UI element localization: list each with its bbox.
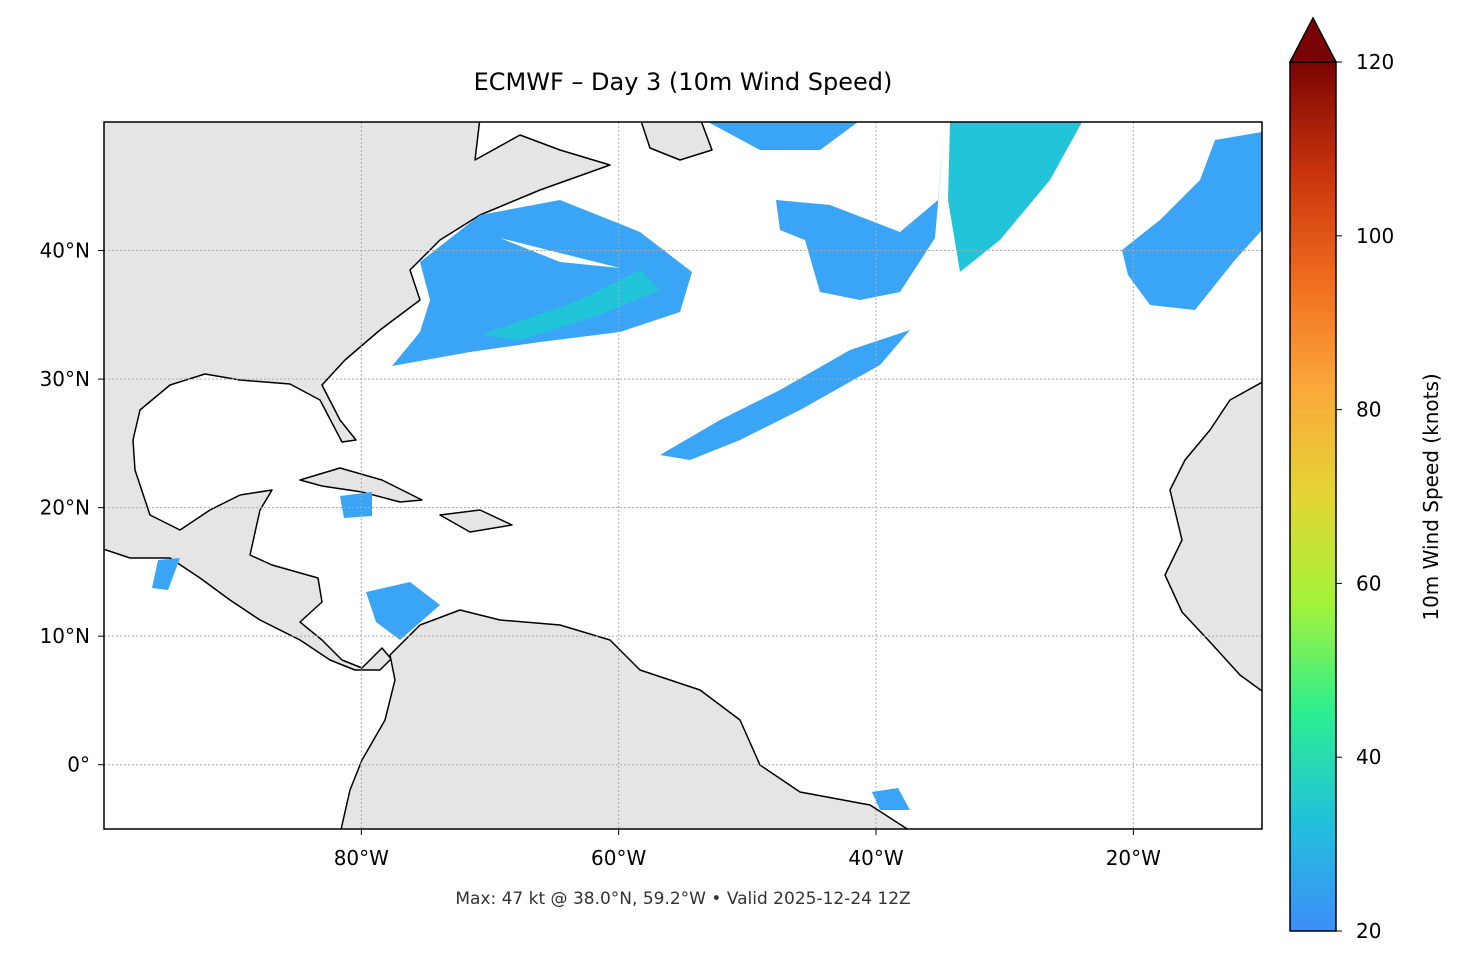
north-america [104,122,611,671]
colorbar-frame [1289,61,1337,932]
wind-area [660,330,910,460]
y-tick-label: 40°N [40,239,90,263]
map-frame [103,121,1263,830]
wind-area [872,788,910,810]
x-tick-label: 60°W [591,846,646,870]
x-tick-label: 20°W [1106,846,1161,870]
wind-area [776,132,944,300]
gridlines [104,122,1262,829]
colorbar-label: 10m Wind Speed (knots) [1419,373,1443,620]
wind-area [480,270,660,340]
wind-area [366,582,440,640]
wind-area [948,122,1082,272]
colorbar-fill [1290,62,1336,931]
colorbar-tick-label: 120 [1356,50,1394,74]
colorbar-tick-label: 60 [1356,571,1381,595]
newfoundland [640,122,713,161]
y-tick-label: 10°N [40,624,90,648]
y-tick-label: 20°N [40,496,90,520]
south-america [340,609,909,829]
cuba [299,467,423,503]
colorbar-tick-label: 100 [1356,224,1394,248]
x-tick-label: 40°W [848,846,903,870]
colorbar: 20 40 60 80 100 120 [1288,16,1394,943]
footnote: Max: 47 kt @ 38.0°N, 59.2°W • Valid 2025… [455,889,910,909]
map-area [104,122,1262,829]
colorbar-tick-label: 80 [1356,398,1381,422]
colorbar-extend [1288,16,1338,63]
y-tick-label: 30°N [40,367,90,391]
chart-title: ECMWF – Day 3 (10m Wind Speed) [474,68,893,96]
wind-area [152,558,180,590]
hispaniola [439,509,513,533]
x-tick-label: 80°W [334,846,389,870]
africa [1164,381,1262,693]
colorbar-tick-label: 20 [1356,919,1381,943]
wind-area [708,122,858,150]
wind-area [340,492,372,518]
wind-area [1122,132,1262,310]
wind-gap [500,238,620,268]
colorbar-tick-label: 40 [1356,745,1381,769]
y-tick-label: 0° [67,753,90,777]
wind-area [392,200,692,366]
